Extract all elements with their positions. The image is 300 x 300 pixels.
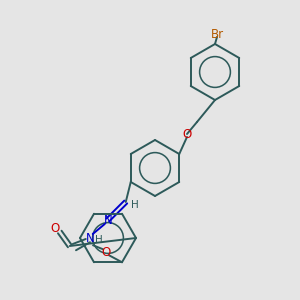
Text: Br: Br	[210, 28, 224, 40]
Text: O: O	[182, 128, 192, 140]
Text: N: N	[85, 232, 94, 244]
Text: O: O	[101, 246, 111, 259]
Text: O: O	[50, 223, 59, 236]
Text: N: N	[103, 214, 112, 226]
Text: H: H	[131, 200, 139, 210]
Text: H: H	[95, 235, 103, 245]
